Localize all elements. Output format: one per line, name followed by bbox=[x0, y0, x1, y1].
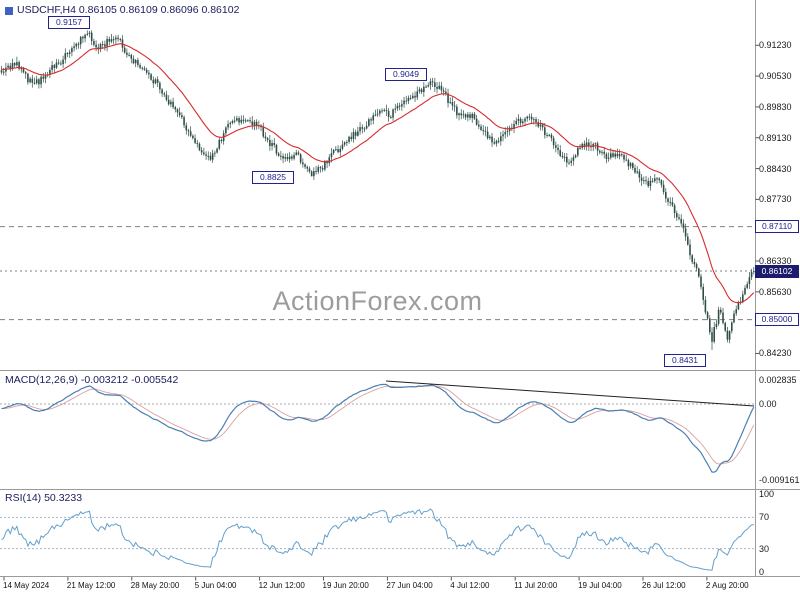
time-axis-label: 19 Jul 04:00 bbox=[578, 581, 622, 590]
price-axis-label: 0.91230 bbox=[759, 40, 792, 51]
key-level-price-tag: 0.85000 bbox=[755, 313, 799, 327]
symbol-ohlc-header: USDCHF,H4 0.86105 0.86109 0.86096 0.8610… bbox=[17, 4, 240, 16]
time-axis-label: 5 Jun 04:00 bbox=[194, 581, 237, 590]
macd-axis-label: -0.009161 bbox=[759, 474, 800, 485]
price-axis-label: 0.87730 bbox=[759, 194, 792, 205]
macd-indicator-header: MACD(12,26,9) -0.003212 -0.005542 bbox=[5, 374, 179, 386]
time-axis[interactable]: 14 May 2024 21 May 12:00 28 May 20:00 5 Jun… bbox=[0, 576, 800, 600]
macd-axis-label: 0.00 bbox=[759, 399, 777, 409]
rsi-axis-label: 70 bbox=[759, 512, 770, 523]
key-level-price-tag: 0.87110 bbox=[755, 220, 799, 234]
time-axis-label: 2 Aug 20:00 bbox=[705, 581, 749, 590]
rsi-indicator-header: RSI(14) 50.3233 bbox=[5, 492, 83, 504]
time-axis-label: 21 May 12:00 bbox=[66, 581, 116, 590]
time-axis-label: 26 Jul 12:00 bbox=[642, 581, 686, 590]
price-axis-label: 0.88430 bbox=[759, 163, 792, 174]
macd-axis-label: 0.002835 bbox=[759, 375, 797, 386]
time-axis-label: 27 Jun 04:00 bbox=[386, 581, 433, 590]
time-axis-label: 4 Jul 12:00 bbox=[450, 581, 490, 590]
time-axis-label: 19 Jun 20:00 bbox=[322, 581, 369, 590]
rsi-axis-label: 0 bbox=[759, 567, 765, 577]
price-axis-label: 0.85630 bbox=[759, 286, 792, 297]
current-price-tag: 0.86102 bbox=[755, 264, 799, 278]
rsi-axis-label: 100 bbox=[759, 489, 775, 499]
price-axis-label: 0.89830 bbox=[759, 101, 792, 112]
time-axis-label: 28 May 20:00 bbox=[130, 581, 180, 590]
rsi-axis-label: 30 bbox=[759, 543, 770, 554]
price-axis-label: 0.90530 bbox=[759, 71, 792, 82]
time-axis-label: 11 Jul 20:00 bbox=[514, 581, 558, 590]
price-axis-label: 0.86330 bbox=[759, 256, 792, 267]
time-axis-label: 12 Jun 12:00 bbox=[258, 581, 305, 590]
price-axis-label: 0.89130 bbox=[759, 132, 792, 143]
time-axis-label: 14 May 2024 bbox=[3, 581, 50, 590]
chart-icon bbox=[5, 7, 13, 15]
watermark: ActionForex.com bbox=[272, 286, 483, 316]
price-axis-label: 0.84230 bbox=[759, 348, 792, 359]
price-axis[interactable]: 0.91230 0.90530 0.89830 0.89130 0.88430 0.877… bbox=[755, 0, 800, 577]
